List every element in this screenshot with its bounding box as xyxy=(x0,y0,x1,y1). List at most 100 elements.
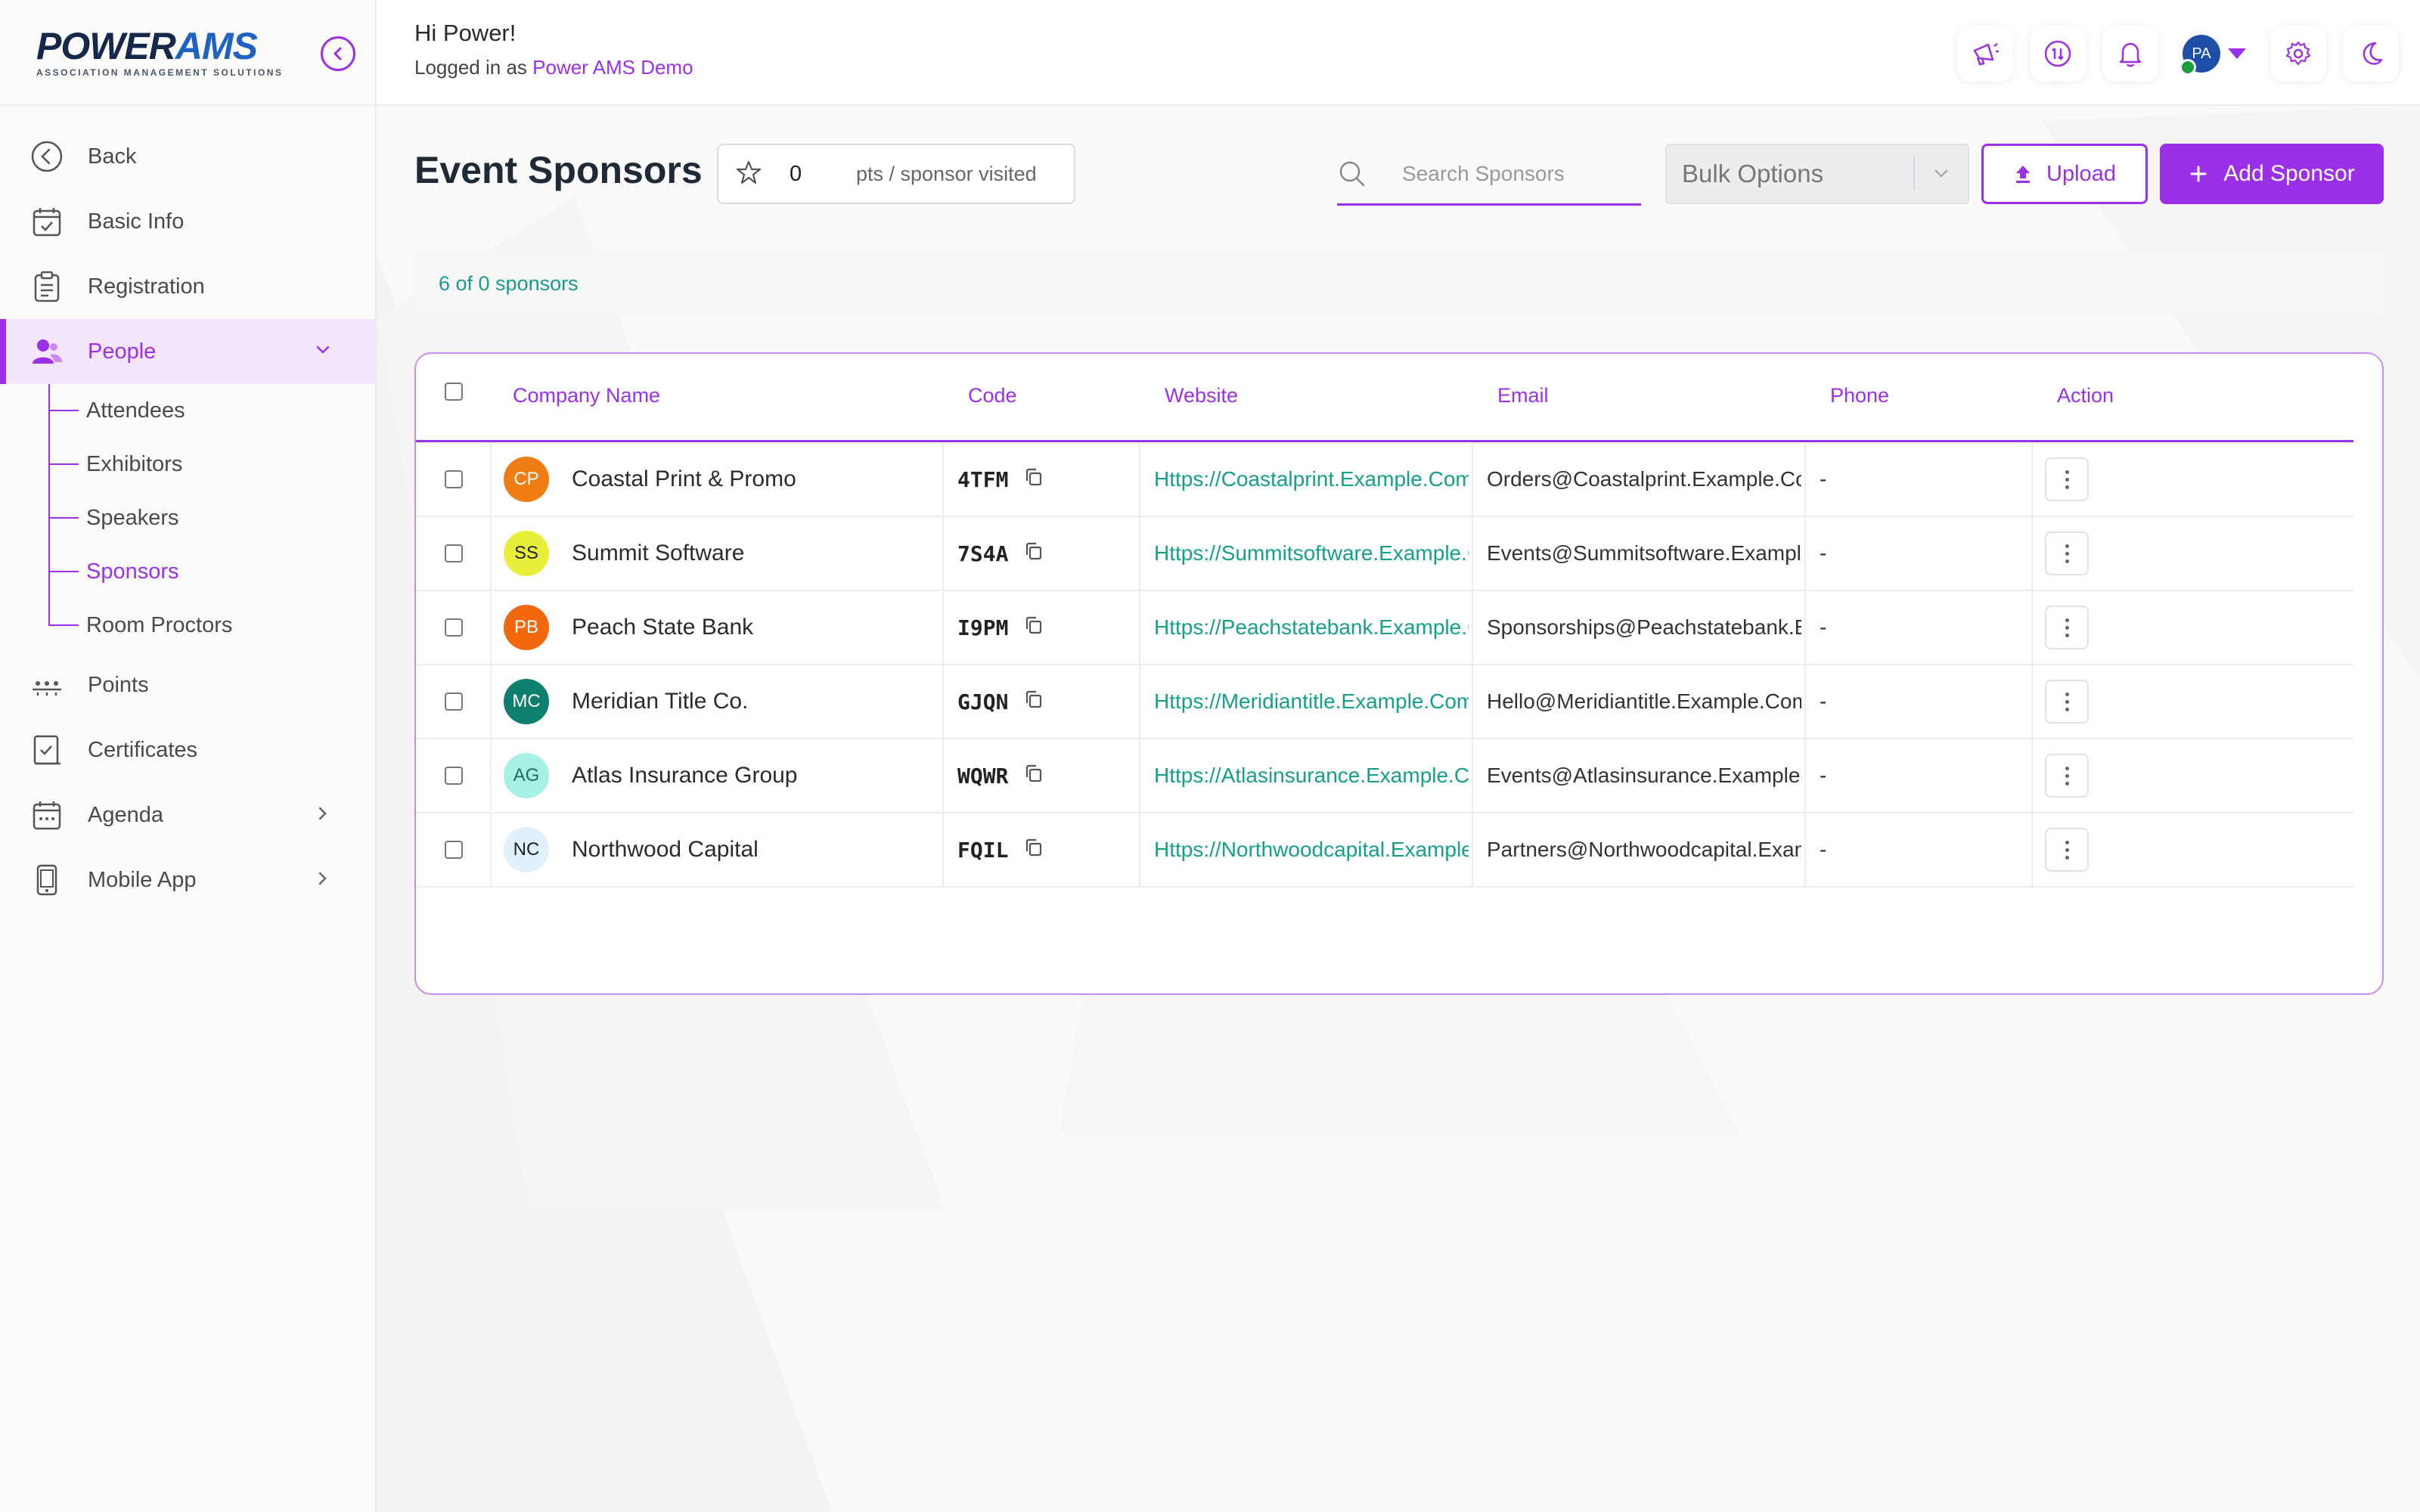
action-cell xyxy=(2045,517,2121,590)
row-checkbox[interactable] xyxy=(445,767,463,785)
column-header-phone[interactable]: Phone xyxy=(1830,384,1890,407)
user-menu[interactable]: PA xyxy=(2175,35,2254,76)
table-row[interactable]: NC Northwood Capital FQIL Https://Northwood… xyxy=(416,813,2353,888)
row-checkbox[interactable] xyxy=(445,470,463,488)
column-divider xyxy=(1472,739,1473,812)
copy-icon[interactable] xyxy=(1023,466,1044,493)
notifications-button[interactable] xyxy=(2102,26,2158,82)
company-cell: AG Atlas Insurance Group xyxy=(504,739,950,812)
sidebar-item-exhibitors[interactable]: Exhibitors xyxy=(48,438,375,491)
column-divider xyxy=(490,739,492,812)
table-row[interactable]: PB Peach State Bank I9PM Https://Peachstate… xyxy=(416,591,2353,665)
website-cell: Https://Peachstatebank.Example.Com xyxy=(1154,591,1469,664)
website-link[interactable]: Https://Summitsoftware.Example.Com xyxy=(1154,541,1469,565)
action-cell xyxy=(2045,665,2121,738)
table-row[interactable]: MC Meridian Title Co. GJQN Https://Meridian… xyxy=(416,665,2353,739)
company-name[interactable]: Northwood Capital xyxy=(572,837,759,862)
table-row[interactable]: AG Atlas Insurance Group WQWR Https://Atlas… xyxy=(416,739,2353,813)
sidebar-item-basic-info[interactable]: Basic Info xyxy=(0,189,375,254)
company-name[interactable]: Meridian Title Co. xyxy=(572,689,749,714)
row-checkbox[interactable] xyxy=(445,544,463,562)
sidebar-item-agenda[interactable]: Agenda xyxy=(0,782,375,847)
copy-icon[interactable] xyxy=(1023,541,1044,567)
select-all-checkbox[interactable] xyxy=(445,383,463,401)
sidebar-item-room-proctors[interactable]: Room Proctors xyxy=(48,599,375,652)
code-cell: 7S4A xyxy=(957,517,1139,590)
people-icon xyxy=(29,333,65,370)
sidebar-item-attendees[interactable]: Attendees xyxy=(48,384,375,438)
sponsor-code: FQIL xyxy=(957,837,1009,863)
sidebar-item-points[interactable]: Points xyxy=(0,652,375,717)
code-cell: FQIL xyxy=(957,813,1139,886)
website-link[interactable]: Https://Atlasinsurance.Example.Com xyxy=(1154,764,1469,787)
mobile-icon xyxy=(29,862,65,898)
company-avatar: SS xyxy=(504,531,549,576)
points-value[interactable]: 0 xyxy=(790,161,802,186)
column-header-company[interactable]: Company Name xyxy=(513,384,661,407)
sidebar-item-mobile-app[interactable]: Mobile App xyxy=(0,847,375,912)
logo-tagline: ASSOCIATION MANAGEMENT SOLUTIONS xyxy=(36,67,284,78)
email-text[interactable]: Sponsorships@Peachstatebank.Example.Com xyxy=(1487,615,1801,639)
email-text[interactable]: Events@Summitsoftware.Example.Com xyxy=(1487,541,1801,565)
sidebar-item-speakers[interactable]: Speakers xyxy=(48,491,375,545)
row-checkbox[interactable] xyxy=(445,692,463,711)
email-text[interactable]: Partners@Northwoodcapital.Example.Com xyxy=(1487,838,1801,861)
org-link[interactable]: Power AMS Demo xyxy=(532,56,693,79)
website-link[interactable]: Https://Meridiantitle.Example.Com xyxy=(1154,689,1469,713)
row-actions-button[interactable] xyxy=(2045,606,2089,649)
settings-button[interactable] xyxy=(2270,26,2326,82)
column-header-website[interactable]: Website xyxy=(1165,384,1239,407)
row-checkbox[interactable] xyxy=(445,841,463,859)
website-link[interactable]: Https://Peachstatebank.Example.Com xyxy=(1154,615,1469,639)
row-actions-button[interactable] xyxy=(2045,457,2089,501)
collapse-sidebar-button[interactable] xyxy=(321,36,355,71)
sidebar-item-back[interactable]: Back xyxy=(0,124,375,189)
page-title: Event Sponsors xyxy=(414,149,703,191)
code-cell: I9PM xyxy=(957,591,1139,664)
announcements-button[interactable] xyxy=(1957,26,2013,82)
row-actions-button[interactable] xyxy=(2045,754,2089,798)
column-header-email[interactable]: Email xyxy=(1497,384,1549,407)
add-sponsor-label: Add Sponsor xyxy=(2223,161,2355,186)
copy-icon[interactable] xyxy=(1023,615,1044,641)
sidebar-item-people[interactable]: People xyxy=(0,319,375,384)
sidebar-item-sponsors[interactable]: Sponsors xyxy=(48,545,375,599)
company-name[interactable]: Summit Software xyxy=(572,541,745,565)
logo[interactable]: POWERAMS ASSOCIATION MANAGEMENT SOLUTION… xyxy=(36,26,283,78)
row-actions-button[interactable] xyxy=(2045,680,2089,723)
company-name[interactable]: Atlas Insurance Group xyxy=(572,763,798,788)
sidebar-item-registration[interactable]: Registration xyxy=(0,254,375,319)
email-text[interactable]: Events@Atlasinsurance.Example.Com xyxy=(1487,764,1801,787)
company-name[interactable]: Peach State Bank xyxy=(572,615,754,640)
add-sponsor-button[interactable]: Add Sponsor xyxy=(2160,144,2384,204)
email-text[interactable]: Orders@Coastalprint.Example.Com xyxy=(1487,467,1801,491)
sidebar-item-certificates[interactable]: Certificates xyxy=(0,717,375,782)
search-input[interactable] xyxy=(1402,161,1629,186)
company-avatar: CP xyxy=(504,457,549,502)
calendar-icon xyxy=(29,797,65,833)
table-row[interactable]: SS Summit Software 7S4A Https://Summitsoftw… xyxy=(416,517,2353,591)
row-actions-button[interactable] xyxy=(2045,531,2089,575)
phone-cell: - xyxy=(1820,517,2016,590)
logo-text-ams: AMS xyxy=(175,25,258,67)
dark-mode-button[interactable] xyxy=(2343,26,2399,82)
website-link[interactable]: Https://Northwoodcapital.Example.Com xyxy=(1154,838,1469,861)
copy-icon[interactable] xyxy=(1023,837,1044,863)
row-checkbox[interactable] xyxy=(445,618,463,637)
action-cell xyxy=(2045,591,2121,664)
sponsor-code: 4TFM xyxy=(957,466,1009,492)
company-name[interactable]: Coastal Print & Promo xyxy=(572,466,796,491)
column-header-code[interactable]: Code xyxy=(968,384,1017,407)
points-button[interactable] xyxy=(2030,26,2086,82)
table-row[interactable]: CP Coastal Print & Promo 4TFM Https://Coast… xyxy=(416,443,2353,517)
company-avatar: MC xyxy=(504,679,549,724)
website-link[interactable]: Https://Coastalprint.Example.Com xyxy=(1154,467,1469,491)
email-cell: Events@Summitsoftware.Example.Com xyxy=(1487,517,1801,590)
bulk-options-select[interactable]: Bulk Options xyxy=(1665,144,1969,204)
upload-button[interactable]: Upload xyxy=(1981,144,2148,204)
row-actions-button[interactable] xyxy=(2045,828,2089,872)
copy-icon[interactable] xyxy=(1023,689,1044,715)
email-text[interactable]: Hello@Meridiantitle.Example.Com xyxy=(1487,689,1801,713)
points-per-visit-field[interactable]: 0 pts / sponsor visited xyxy=(717,144,1075,204)
copy-icon[interactable] xyxy=(1023,763,1044,789)
